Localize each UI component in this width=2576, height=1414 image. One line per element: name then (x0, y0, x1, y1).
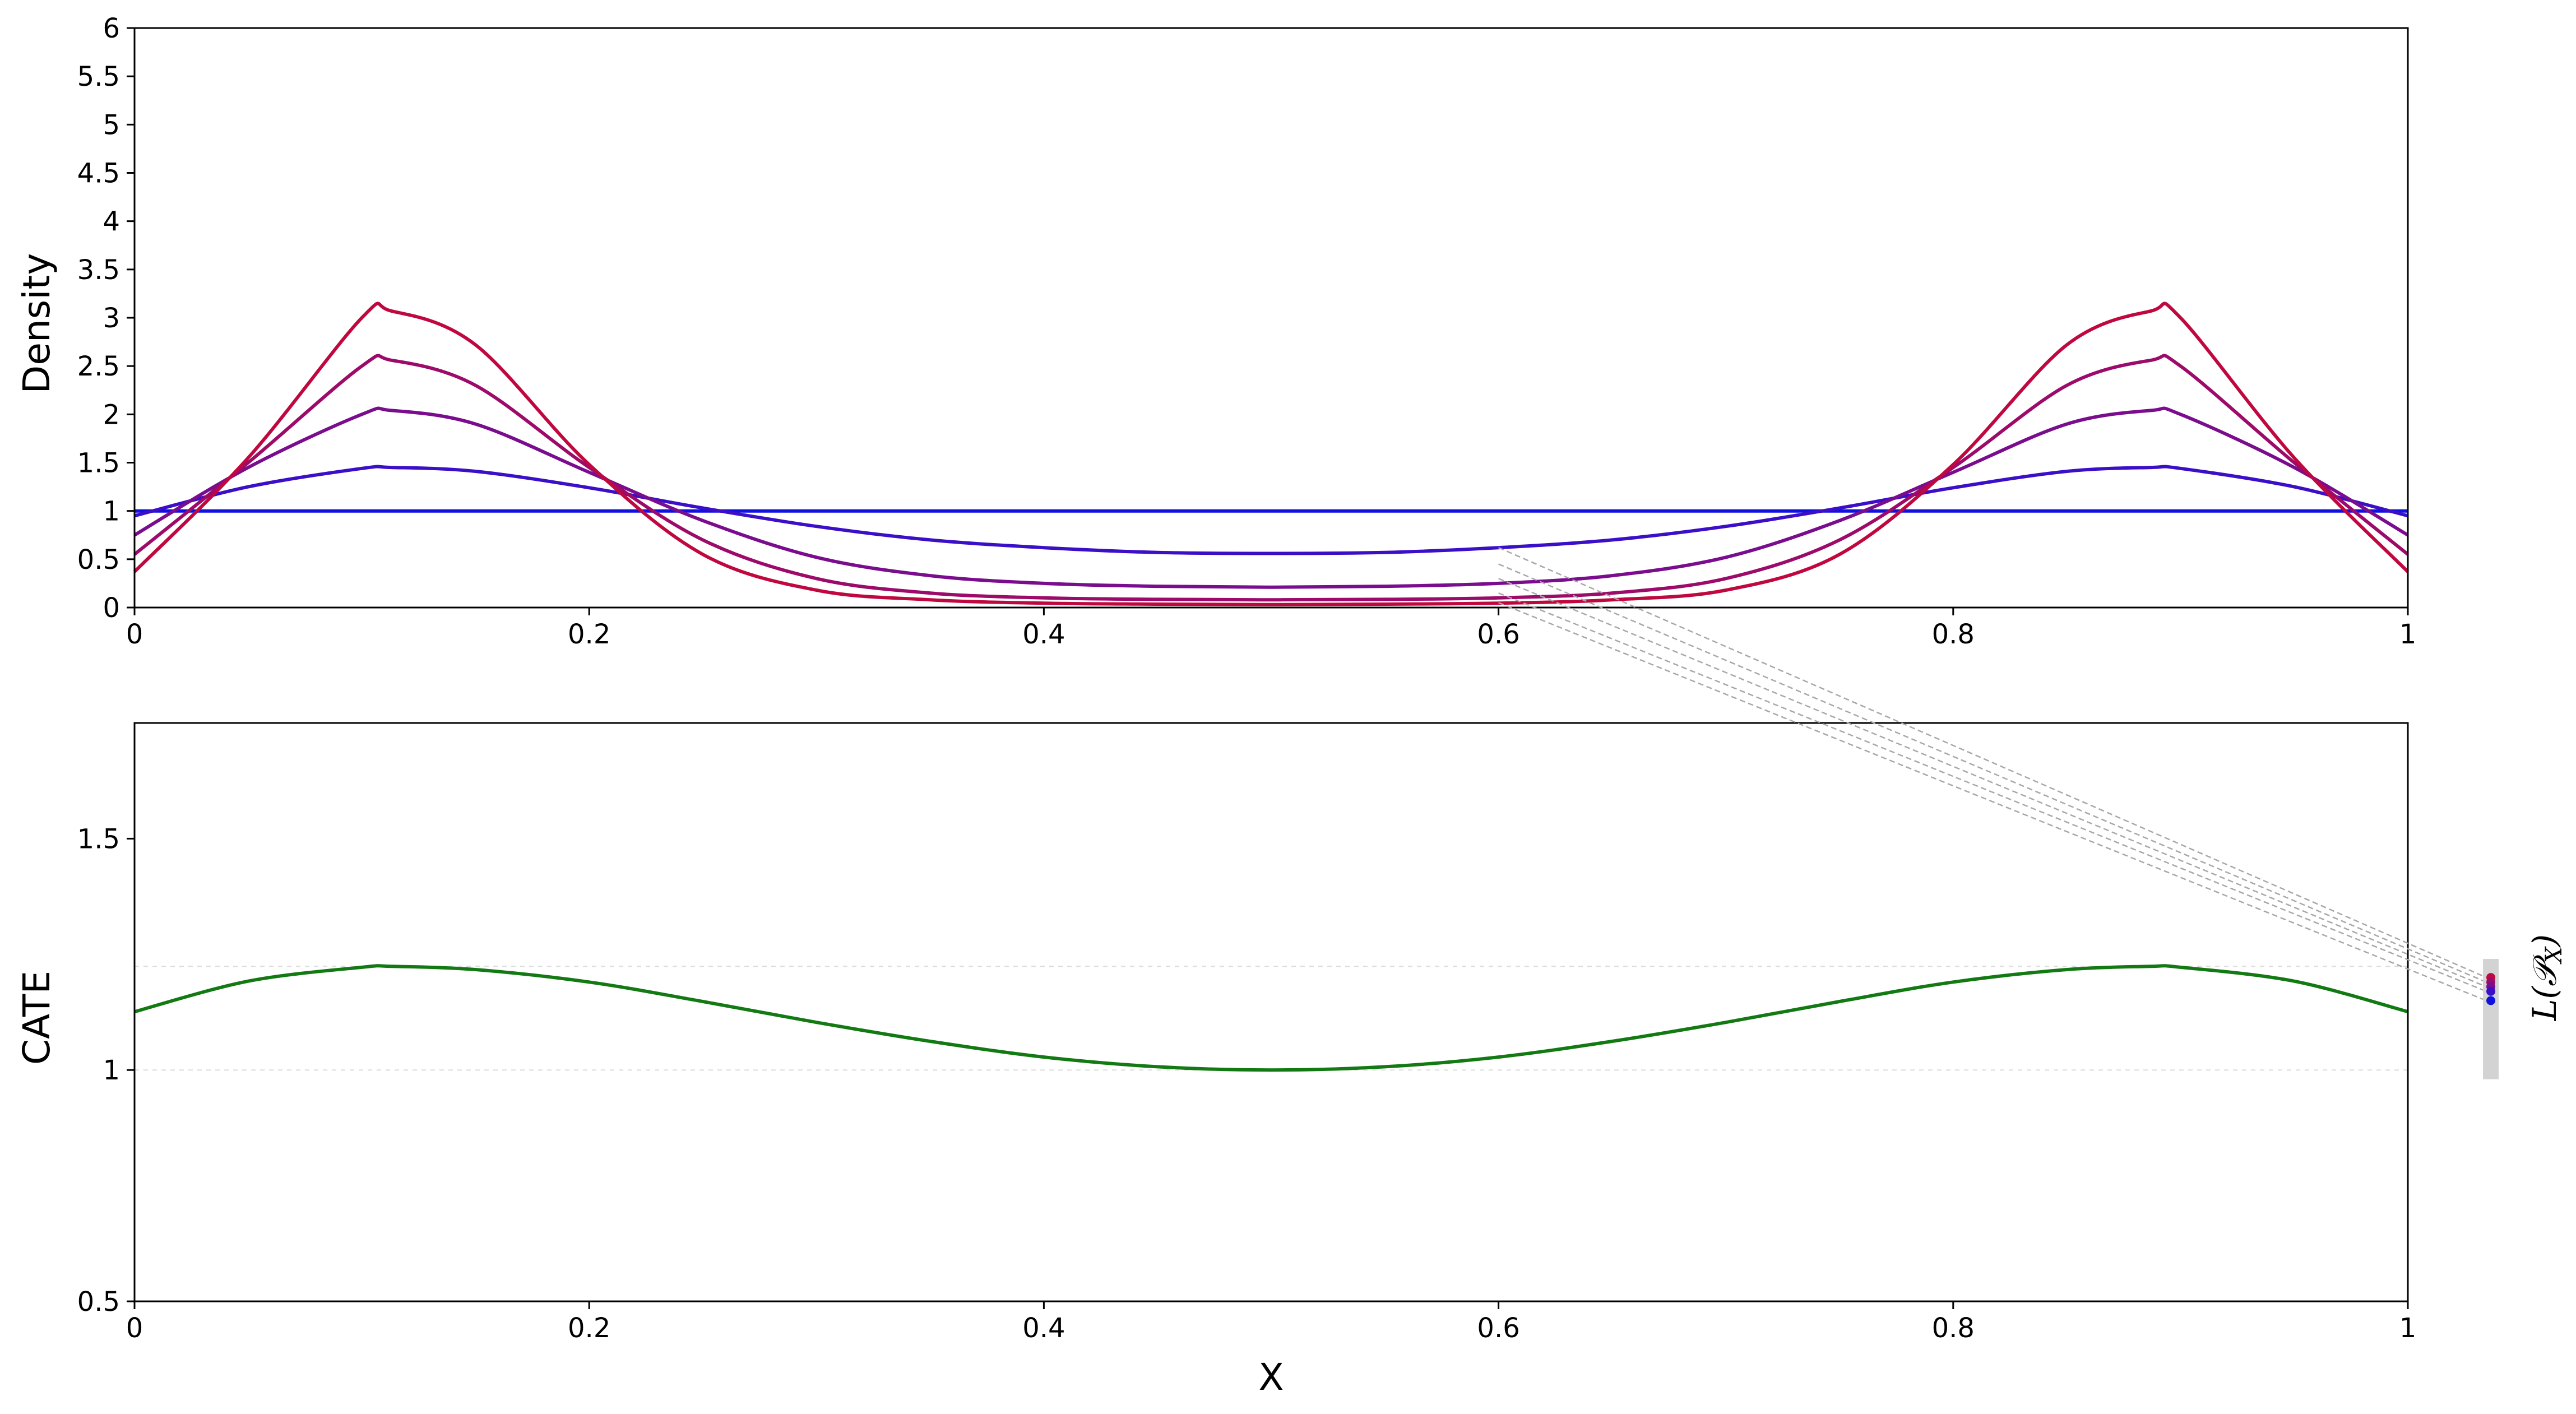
connector-lines (1498, 547, 2487, 1002)
connector-line (1498, 547, 2487, 979)
density-x-tick-label: 0.6 (1477, 619, 1519, 650)
density-y-tick-label: 1 (103, 496, 120, 527)
cate-x-tick-label: 0.6 (1477, 1313, 1519, 1344)
cate-series-line (134, 964, 2408, 1072)
density-y-tick-label: 5.5 (77, 61, 120, 92)
density-x-tick-label: 0 (126, 619, 143, 650)
density-y-tick-label: 6 (103, 13, 120, 44)
cate-plot: 0 0.2 0.4 0.6 0.8 1 0.5 1 1.5 CATE X (15, 722, 2417, 1399)
density-y-tick-label: 5 (103, 109, 120, 141)
cate-reference-lines (135, 966, 2408, 1071)
density-y-tick-label: 0 (103, 592, 120, 624)
cate-plot-frame (133, 722, 2409, 1302)
density-series-line-1 (134, 465, 2408, 555)
side-point (2486, 986, 2495, 996)
connector-line (1498, 578, 2487, 988)
density-series (133, 302, 2410, 606)
density-plot: 0 0.2 0.4 0.6 0.8 100.511.522.533.544.555.56 … (15, 13, 2416, 650)
side-label-close: ) (2526, 934, 2564, 948)
connector-line (1498, 592, 2487, 993)
cate-series (134, 964, 2408, 1072)
cate-x-tick-label: 0.2 (568, 1313, 610, 1344)
density-y-tick-label: 0.5 (77, 544, 120, 576)
side-label-main: L(𝒫 (2526, 954, 2564, 1021)
density-series-line-3 (133, 354, 2409, 602)
cate-y-tick-label: 1 (103, 1055, 120, 1086)
density-y-axis-label: Density (15, 253, 58, 394)
cate-y-tick-label: 1.5 (77, 823, 120, 855)
cate-x-axis-label: X (1258, 1356, 1284, 1399)
cate-x-tick-label: 1 (2399, 1313, 2417, 1344)
density-y-tick-label: 3.5 (77, 254, 120, 286)
density-series-line-2 (133, 406, 2409, 589)
cate-x-tick-label: 0.4 (1022, 1313, 1065, 1344)
density-x-tick-label: 0.8 (1932, 619, 1975, 650)
cate-ticks: 0 0.2 0.4 0.6 0.8 1 0.5 1 1.5 (77, 823, 2417, 1344)
cate-x-tick-label: 0 (126, 1313, 143, 1344)
density-y-tick-label: 2 (103, 399, 120, 430)
side-points (2486, 973, 2495, 1005)
cate-x-tick-label: 0.8 (1932, 1313, 1975, 1344)
connector-line (1498, 602, 2487, 1002)
density-ticks: 0 0.2 0.4 0.6 0.8 1 0 0.5 1 1.5 2 2.5 3 3.5 4 4.5 5 5.5 6 (77, 13, 2417, 650)
density-y-tick-label: 3 (103, 303, 120, 334)
side-label: L(𝒫X) (2526, 934, 2567, 1021)
density-x-tick-label: 1 (2399, 619, 2417, 650)
density-y-tick-label: 1.5 (77, 448, 120, 479)
density-x-tick-label: 0.4 (1022, 619, 1065, 650)
density-plot-frame (133, 27, 2409, 609)
connector-line (1498, 563, 2487, 983)
cate-y-tick-label: 0.5 (77, 1286, 120, 1318)
density-x-tick-label: 0.2 (568, 619, 610, 650)
density-series-line-4 (133, 302, 2410, 606)
side-point (2486, 996, 2495, 1005)
side-panel: L(𝒫X) (2483, 934, 2567, 1079)
density-y-tick-label: 4.5 (77, 158, 120, 189)
density-y-tick-label: 4 (103, 206, 120, 238)
density-y-tick-label: 2.5 (77, 351, 120, 382)
side-label-sub: X (2541, 946, 2567, 965)
cate-y-axis-label: CATE (15, 971, 58, 1065)
